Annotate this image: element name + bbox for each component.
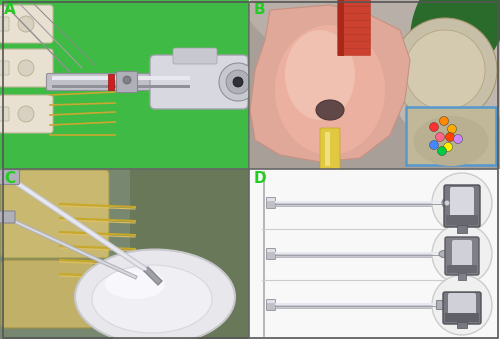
Bar xyxy=(457,322,467,328)
Wedge shape xyxy=(410,0,500,118)
Circle shape xyxy=(219,63,257,101)
Circle shape xyxy=(18,16,34,32)
Circle shape xyxy=(440,117,448,125)
Circle shape xyxy=(18,60,34,76)
Bar xyxy=(0,169,130,339)
Circle shape xyxy=(432,275,492,335)
Bar xyxy=(52,85,190,88)
Circle shape xyxy=(430,122,438,132)
Circle shape xyxy=(448,124,456,134)
Bar xyxy=(108,74,114,90)
Circle shape xyxy=(454,135,462,143)
FancyBboxPatch shape xyxy=(266,249,276,259)
FancyBboxPatch shape xyxy=(338,6,370,14)
FancyBboxPatch shape xyxy=(0,170,20,185)
Ellipse shape xyxy=(105,269,165,299)
Bar xyxy=(275,255,440,256)
FancyBboxPatch shape xyxy=(338,34,370,41)
FancyBboxPatch shape xyxy=(0,61,9,75)
FancyBboxPatch shape xyxy=(0,49,53,87)
FancyBboxPatch shape xyxy=(116,71,138,92)
Ellipse shape xyxy=(92,265,212,333)
Bar xyxy=(267,249,275,252)
Circle shape xyxy=(432,224,492,284)
FancyBboxPatch shape xyxy=(0,211,15,223)
Circle shape xyxy=(432,173,492,233)
Circle shape xyxy=(18,106,34,122)
Bar xyxy=(445,313,479,322)
Ellipse shape xyxy=(390,15,500,145)
Ellipse shape xyxy=(414,116,488,166)
Text: C: C xyxy=(4,171,15,186)
FancyBboxPatch shape xyxy=(338,0,370,6)
Bar xyxy=(275,252,440,254)
Bar xyxy=(52,76,190,80)
Ellipse shape xyxy=(240,0,500,70)
Text: B: B xyxy=(254,2,266,17)
Bar xyxy=(267,198,275,201)
FancyBboxPatch shape xyxy=(150,55,248,109)
FancyBboxPatch shape xyxy=(338,20,370,28)
Ellipse shape xyxy=(316,100,344,120)
FancyBboxPatch shape xyxy=(0,95,53,133)
Bar xyxy=(275,306,437,307)
FancyBboxPatch shape xyxy=(338,49,370,55)
Text: A: A xyxy=(4,2,16,17)
FancyBboxPatch shape xyxy=(448,293,476,317)
Circle shape xyxy=(444,201,450,205)
Circle shape xyxy=(123,76,131,84)
FancyBboxPatch shape xyxy=(338,41,370,49)
FancyBboxPatch shape xyxy=(443,292,481,324)
Ellipse shape xyxy=(285,30,355,120)
Circle shape xyxy=(446,133,454,141)
Bar xyxy=(267,300,275,303)
Bar xyxy=(338,0,344,56)
FancyBboxPatch shape xyxy=(266,198,276,208)
Bar xyxy=(275,204,443,205)
Ellipse shape xyxy=(75,250,235,340)
Bar xyxy=(457,225,467,233)
Circle shape xyxy=(393,18,497,122)
FancyBboxPatch shape xyxy=(452,240,472,270)
FancyBboxPatch shape xyxy=(46,73,195,90)
Bar xyxy=(275,303,437,305)
FancyBboxPatch shape xyxy=(450,187,474,223)
Circle shape xyxy=(442,198,452,208)
FancyBboxPatch shape xyxy=(1,260,94,328)
Ellipse shape xyxy=(439,251,449,257)
Circle shape xyxy=(438,147,446,155)
FancyBboxPatch shape xyxy=(406,107,496,165)
Bar xyxy=(458,273,466,280)
FancyBboxPatch shape xyxy=(436,301,446,309)
FancyBboxPatch shape xyxy=(266,300,276,310)
FancyBboxPatch shape xyxy=(0,107,9,121)
Circle shape xyxy=(226,70,250,94)
Bar xyxy=(447,265,477,273)
FancyBboxPatch shape xyxy=(445,237,479,275)
Bar xyxy=(275,201,443,206)
Circle shape xyxy=(436,133,444,141)
Bar xyxy=(325,132,330,166)
Bar xyxy=(275,201,443,203)
FancyBboxPatch shape xyxy=(444,185,480,227)
FancyBboxPatch shape xyxy=(338,28,370,34)
FancyBboxPatch shape xyxy=(0,17,9,31)
FancyBboxPatch shape xyxy=(1,170,109,258)
FancyBboxPatch shape xyxy=(320,128,340,170)
Bar xyxy=(446,215,478,225)
Circle shape xyxy=(444,142,452,152)
Circle shape xyxy=(405,30,485,110)
FancyBboxPatch shape xyxy=(0,5,53,43)
FancyBboxPatch shape xyxy=(173,48,217,64)
Polygon shape xyxy=(250,5,410,162)
Ellipse shape xyxy=(275,25,385,155)
Circle shape xyxy=(233,77,243,87)
FancyBboxPatch shape xyxy=(338,14,370,20)
Text: D: D xyxy=(254,171,266,186)
Bar xyxy=(275,303,437,308)
Bar xyxy=(275,252,440,257)
Circle shape xyxy=(430,140,438,150)
